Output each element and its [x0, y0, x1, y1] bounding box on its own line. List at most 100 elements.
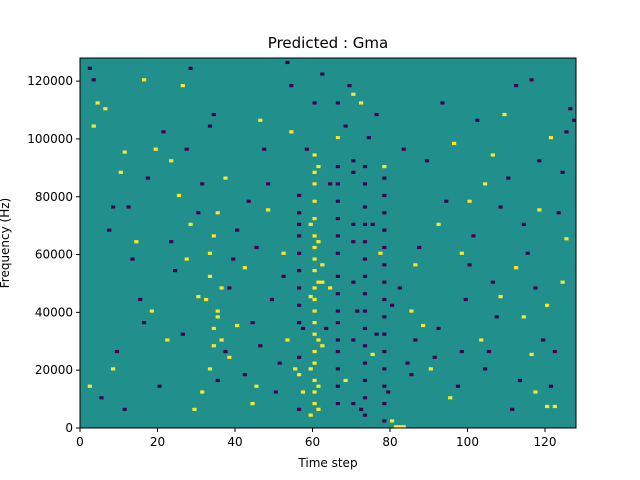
heatmap-cell-high [312, 361, 317, 365]
heatmap-cell-low [114, 349, 120, 354]
y-tick-label: 40000 [35, 305, 73, 319]
heatmap-cell-low [560, 170, 565, 174]
heatmap-cell-high [204, 297, 209, 302]
heatmap-cell-high [308, 222, 313, 226]
heatmap-cell-low [297, 193, 302, 198]
heatmap-cell-low [382, 315, 387, 319]
heatmap-cell-low [382, 419, 387, 423]
heatmap-cell-high [122, 150, 127, 154]
heatmap-cell-high [483, 182, 488, 186]
heatmap-cell-high [312, 390, 317, 394]
heatmap-cell-high [378, 251, 383, 255]
heatmap-cell-high [312, 321, 317, 325]
heatmap-cell-low [548, 384, 554, 388]
heatmap-cell-low [537, 159, 542, 163]
heatmap-cell-low [335, 251, 340, 255]
heatmap-cell-low [91, 78, 96, 82]
heatmap-cell-low [362, 164, 368, 169]
heatmap-cell-low [180, 332, 185, 336]
heatmap-cell-high [289, 130, 294, 134]
heatmap-cell-low [362, 205, 368, 209]
heatmap-cell-high [312, 216, 317, 221]
heatmap-cell-high [521, 315, 526, 319]
heatmap-cell-high [169, 159, 174, 163]
y-axis: 0 20000 40000 60000 80000 100000 120000 [27, 74, 80, 435]
heatmap-cell-low [262, 147, 267, 151]
heatmap-cell-low [297, 222, 302, 226]
y-axis-label: Frequency (Hz) [0, 198, 12, 289]
heatmap-cell-low [297, 211, 302, 215]
heatmap-cell-low [370, 222, 375, 226]
heatmap-cell-high [95, 101, 100, 105]
heatmap-cell-low [382, 176, 387, 180]
heatmap-cell-low [258, 344, 263, 348]
heatmap-cell-low [207, 124, 213, 128]
heatmap-cell-low [382, 297, 387, 302]
heatmap-cell-low [362, 309, 368, 313]
heatmap-cell-high [312, 332, 317, 336]
heatmap-cell-low [297, 269, 302, 273]
heatmap-cell-low [529, 78, 534, 82]
heatmap-cell-high [397, 425, 402, 429]
heatmap-cell-high [227, 355, 232, 359]
heatmap-cell-high [328, 286, 333, 290]
heatmap-cell-low [362, 222, 368, 226]
heatmap-cell-high [413, 263, 418, 267]
heatmap-cell-low [386, 390, 391, 394]
heatmap-cell-low [494, 315, 499, 319]
heatmap-cell-high [359, 101, 364, 105]
plot-frame [79, 57, 577, 429]
heatmap-cell-high [207, 274, 213, 278]
heatmap-cell-low [541, 338, 546, 342]
heatmap-cell-high [312, 401, 317, 406]
heatmap-cell-low [552, 349, 557, 354]
heatmap-cell-high [316, 240, 321, 244]
heatmap-cell-high [308, 295, 313, 299]
heatmap-cell-high [184, 257, 189, 261]
heatmap-cell-high [103, 107, 108, 111]
heatmap-cell-low [382, 280, 387, 284]
heatmap-cell-low [506, 176, 511, 180]
heatmap-cell-low [405, 361, 410, 365]
heatmap-cell-low [328, 182, 333, 186]
heatmap-cell-high [297, 373, 302, 377]
heatmap-cell-low [498, 205, 503, 209]
heatmap-cell-high [312, 257, 317, 261]
heatmap-cell-low [390, 303, 395, 307]
heatmap-cell-low [200, 182, 205, 186]
heatmap-cell-low [250, 321, 255, 325]
heatmap-cell-low [169, 240, 174, 244]
heatmap-cell-low [297, 234, 302, 238]
heatmap-cell-high [312, 349, 317, 354]
heatmap-cell-high [351, 92, 356, 96]
heatmap-cell-low [300, 326, 306, 331]
heatmap-cell-low [355, 309, 360, 313]
heatmap-cell-low [347, 84, 352, 88]
heatmap-cell-low [382, 349, 387, 354]
heatmap-cell-low [362, 344, 368, 348]
heatmap-cell-low [335, 349, 340, 354]
heatmap-cell-low [409, 373, 414, 377]
y-tick-label: 60000 [35, 248, 73, 262]
heatmap-cell-low [424, 159, 430, 163]
heatmap-cell-low [173, 269, 178, 273]
heatmap-cell-low [351, 338, 356, 342]
heatmap-cell-low [297, 286, 302, 290]
heatmap-cell-low [572, 118, 577, 122]
heatmap-cell-low [351, 170, 356, 174]
x-tick-label: 20 [150, 435, 165, 449]
heatmap-cell-high [545, 303, 550, 307]
heatmap-cell-high [219, 338, 224, 342]
heatmap-cell-high [211, 234, 216, 238]
heatmap-cell-low [471, 234, 476, 238]
heatmap-cell-low [335, 101, 340, 105]
heatmap-cell-high [312, 245, 317, 250]
heatmap-cell-low [455, 384, 461, 388]
heatmap-cell-low [335, 401, 340, 406]
y-tick-label: 20000 [35, 363, 73, 377]
heatmap-cell-high [533, 390, 538, 394]
heatmap-cell-low [335, 274, 340, 278]
heatmap-cell-low [138, 297, 143, 302]
heatmap-cell-low [142, 321, 147, 325]
x-tick-label: 120 [534, 435, 557, 449]
